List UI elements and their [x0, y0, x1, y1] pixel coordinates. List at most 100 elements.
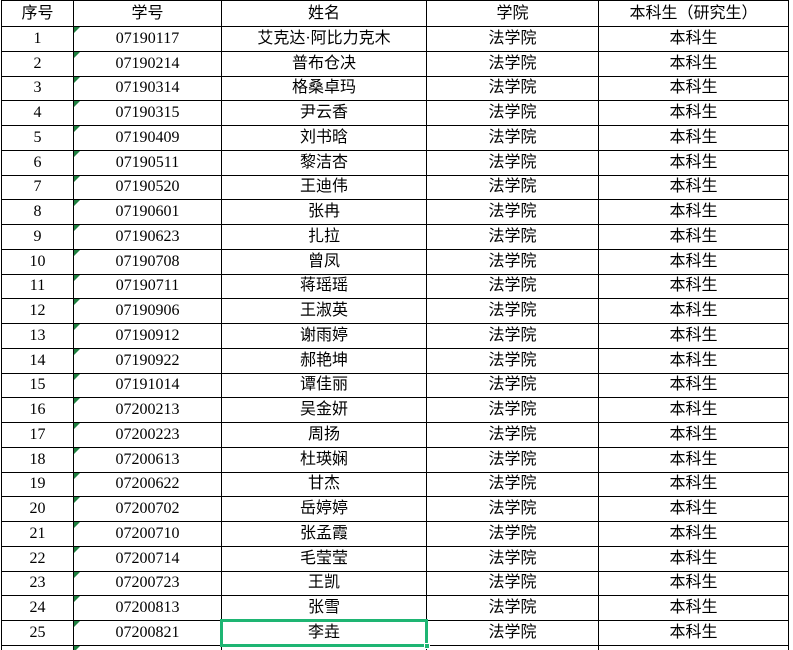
cell-name[interactable]: 曾凤 [221, 248, 427, 275]
cell-degree[interactable]: 本科生 [598, 372, 789, 399]
cell-degree[interactable]: 本科生 [598, 199, 789, 225]
cell-student-id[interactable]: 07190708 [73, 248, 222, 275]
cell-college[interactable] [426, 644, 599, 650]
cell-degree[interactable]: 本科生 [598, 26, 789, 52]
cell-student-id[interactable]: 07200213 [73, 397, 222, 423]
cell-index[interactable]: 10 [1, 248, 74, 275]
cell-college[interactable]: 法学院 [426, 620, 599, 646]
cell-student-id[interactable]: 07200710 [73, 521, 222, 547]
cell-name[interactable] [221, 644, 427, 650]
cell-name[interactable]: 吴金妍 [221, 397, 427, 423]
cell-name[interactable]: 普布仓决 [221, 50, 427, 77]
cell-index[interactable]: 6 [1, 149, 74, 176]
cell-student-id[interactable]: 07200223 [73, 422, 222, 448]
cell-degree[interactable]: 本科生 [598, 446, 789, 473]
cell-degree[interactable]: 本科生 [598, 149, 789, 176]
cell-college[interactable]: 法学院 [426, 595, 599, 621]
cell-name[interactable]: 王凯 [221, 570, 427, 597]
cell-index[interactable]: 4 [1, 100, 74, 126]
cell-college[interactable]: 法学院 [426, 570, 599, 597]
cell-degree[interactable]: 本科生 [598, 422, 789, 448]
cell-student-id[interactable]: 07191014 [73, 372, 222, 399]
cell-index[interactable]: 20 [1, 496, 74, 522]
cell-student-id[interactable]: 07190314 [73, 75, 222, 102]
cell-student-id[interactable]: 07190520 [73, 174, 222, 201]
cell-index[interactable]: 7 [1, 174, 74, 201]
cell-college[interactable]: 法学院 [426, 199, 599, 225]
cell-degree[interactable] [598, 644, 789, 650]
cell-student-id[interactable]: 07200613 [73, 446, 222, 473]
cell-college[interactable]: 法学院 [426, 125, 599, 151]
cell-student-id[interactable]: 07200813 [73, 595, 222, 621]
cell-student-id[interactable]: 07200714 [73, 545, 222, 572]
cell-name[interactable]: 谢雨婷 [221, 323, 427, 349]
cell-index[interactable]: 12 [1, 298, 74, 324]
cell-college[interactable]: 法学院 [426, 174, 599, 201]
cell-student-id[interactable]: 07200702 [73, 496, 222, 522]
cell-degree[interactable]: 本科生 [598, 174, 789, 201]
cell-index[interactable]: 21 [1, 521, 74, 547]
cell-degree[interactable]: 本科生 [598, 570, 789, 597]
cell-degree[interactable]: 本科生 [598, 347, 789, 374]
cell-index[interactable]: 23 [1, 570, 74, 597]
cell-index[interactable]: 15 [1, 372, 74, 399]
cell-college[interactable]: 法学院 [426, 471, 599, 498]
cell-name[interactable]: 张孟霞 [221, 521, 427, 547]
cell-name[interactable]: 杜瑛娴 [221, 446, 427, 473]
cell-college[interactable]: 法学院 [426, 422, 599, 448]
cell-student-id[interactable]: 07200821 [73, 620, 222, 646]
cell-name[interactable]: 刘书晗 [221, 125, 427, 151]
cell-name[interactable]: 郝艳坤 [221, 347, 427, 374]
cell-index[interactable]: 5 [1, 125, 74, 151]
cell-name[interactable]: 王淑英 [221, 298, 427, 324]
cell-student-id[interactable]: 07190623 [73, 224, 222, 250]
cell-degree[interactable]: 本科生 [598, 50, 789, 77]
cell-name[interactable]: 尹云香 [221, 100, 427, 126]
cell-index[interactable]: 1 [1, 26, 74, 52]
cell-name[interactable]: 李垚 [220, 619, 430, 649]
cell-index[interactable]: 8 [1, 199, 74, 225]
cell-name[interactable]: 谭佳丽 [221, 372, 427, 399]
cell-index[interactable]: 24 [1, 595, 74, 621]
cell-degree[interactable]: 本科生 [598, 248, 789, 275]
cell-student-id[interactable]: 07190315 [73, 100, 222, 126]
fill-handle[interactable] [424, 642, 430, 649]
cell-name[interactable]: 周扬 [221, 422, 427, 448]
cell-degree[interactable]: 本科生 [598, 125, 789, 151]
cell-college[interactable]: 法学院 [426, 26, 599, 52]
cell-degree[interactable]: 本科生 [598, 595, 789, 621]
cell-name[interactable]: 甘杰 [221, 471, 427, 498]
cell-index[interactable]: 3 [1, 75, 74, 102]
cell-name[interactable]: 岳婷婷 [221, 496, 427, 522]
cell-student-id[interactable]: 07200723 [73, 570, 222, 597]
cell-degree[interactable]: 本科生 [598, 100, 789, 126]
cell-name[interactable]: 黎洁杏 [221, 149, 427, 176]
cell-student-id[interactable]: 07190906 [73, 298, 222, 324]
cell-index[interactable]: 17 [1, 422, 74, 448]
header-cell-college[interactable]: 学院 [426, 0, 599, 27]
cell-index[interactable]: 2 [1, 50, 74, 77]
cell-degree[interactable]: 本科生 [598, 273, 789, 300]
cell-index[interactable]: 25 [1, 620, 74, 646]
cell-degree[interactable]: 本科生 [598, 545, 789, 572]
header-cell-degree[interactable]: 本科生（研究生） [598, 0, 789, 27]
cell-college[interactable]: 法学院 [426, 446, 599, 473]
cell-index[interactable]: 16 [1, 397, 74, 423]
cell-student-id[interactable]: 07190511 [73, 149, 222, 176]
cell-degree[interactable]: 本科生 [598, 75, 789, 102]
header-cell-index[interactable]: 序号 [1, 0, 74, 27]
cell-college[interactable]: 法学院 [426, 149, 599, 176]
cell-student-id[interactable] [73, 644, 222, 650]
cell-name[interactable]: 蒋瑶瑶 [221, 273, 427, 300]
cell-name[interactable]: 格桑卓玛 [221, 75, 427, 102]
cell-degree[interactable]: 本科生 [598, 620, 789, 646]
header-cell-student-id[interactable]: 学号 [73, 0, 222, 27]
cell-name[interactable]: 张雪 [221, 595, 427, 621]
cell-college[interactable]: 法学院 [426, 521, 599, 547]
cell-index[interactable]: 18 [1, 446, 74, 473]
cell-student-id[interactable]: 07190711 [73, 273, 222, 300]
cell-degree[interactable]: 本科生 [598, 298, 789, 324]
cell-college[interactable]: 法学院 [426, 224, 599, 250]
cell-college[interactable]: 法学院 [426, 50, 599, 77]
cell-index[interactable]: 11 [1, 273, 74, 300]
